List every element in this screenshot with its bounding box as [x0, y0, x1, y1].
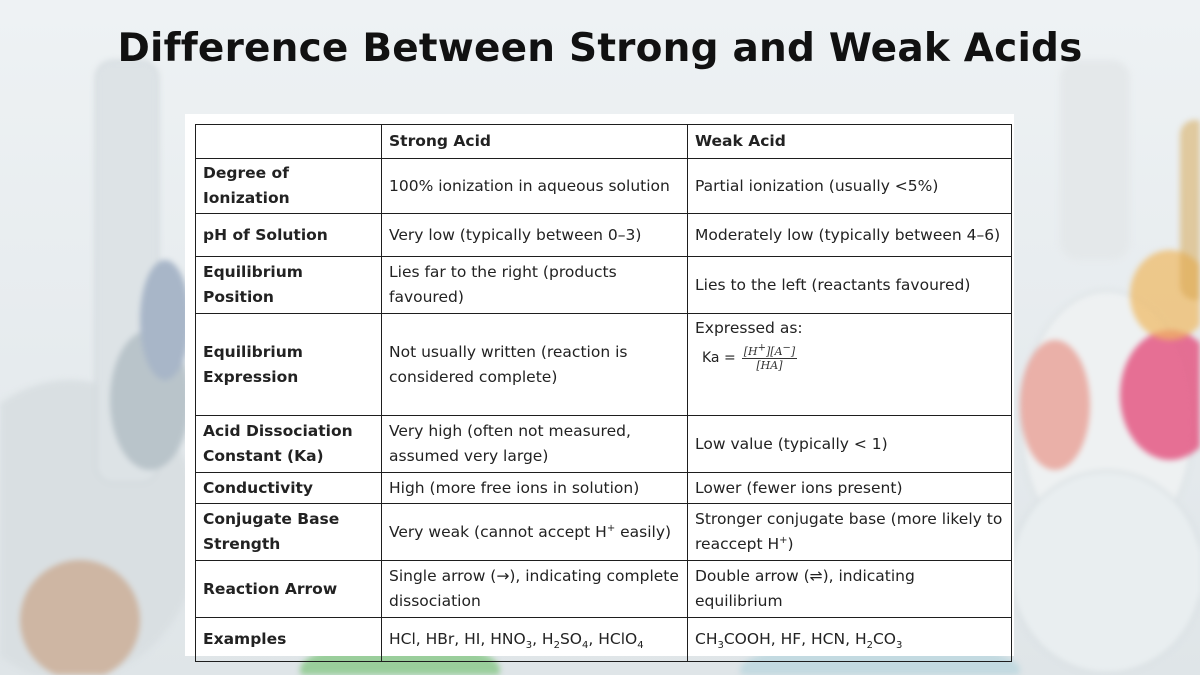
row-label: Equilibrium Position — [195, 256, 382, 314]
table-row: Acid Dissociation Constant (Ka) Very hig… — [195, 415, 1012, 473]
header-empty — [195, 124, 382, 159]
weak-cell: Low value (typically < 1) — [687, 415, 1012, 473]
table-row: Examples HCl, HBr, HI, HNO3, H2SO4, HClO… — [195, 617, 1012, 662]
table-row: pH of Solution Very low (typically betwe… — [195, 213, 1012, 257]
strong-cell: HCl, HBr, HI, HNO3, H2SO4, HClO4 — [381, 617, 688, 662]
strong-cell: Not usually written (reaction is conside… — [381, 313, 688, 416]
strong-cell: Very low (typically between 0–3) — [381, 213, 688, 257]
table-row: Degree of Ionization 100% ionization in … — [195, 158, 1012, 214]
table-row: Equilibrium Expression Not usually writt… — [195, 313, 1012, 416]
row-label: pH of Solution — [195, 213, 382, 257]
ka-denominator: [HA] — [756, 359, 783, 372]
expression-intro: Expressed as: — [695, 319, 803, 337]
weak-cell: Lower (fewer ions present) — [687, 472, 1012, 504]
weak-cell: Double arrow (⇌), indicating equilibrium — [687, 560, 1012, 618]
ka-formula-lhs: Ka = — [702, 350, 736, 366]
page-title: Difference Between Strong and Weak Acids — [117, 26, 1083, 71]
strong-cell: High (more free ions in solution) — [381, 472, 688, 504]
weak-cell: Lies to the left (reactants favoured) — [687, 256, 1012, 314]
strong-cell: Very high (often not measured, assumed v… — [381, 415, 688, 473]
table-row: Equilibrium Position Lies far to the rig… — [195, 256, 1012, 314]
strong-cell: 100% ionization in aqueous solution — [381, 158, 688, 214]
table-row: Reaction Arrow Single arrow (→), indicat… — [195, 560, 1012, 618]
ka-numerator: [H+][A−] — [741, 342, 798, 359]
table-row: Conjugate Base Strength Very weak (canno… — [195, 503, 1012, 561]
row-label: Conductivity — [195, 472, 382, 504]
weak-cell: Partial ionization (usually <5%) — [687, 158, 1012, 214]
comparison-table-card: Strong Acid Weak Acid Degree of Ionizati… — [185, 114, 1014, 662]
strong-cell: Very weak (cannot accept H+ easily) — [381, 503, 688, 561]
weak-cell: Moderately low (typically between 4–6) — [687, 213, 1012, 257]
ka-fraction: [H+][A−] [HA] — [741, 342, 798, 372]
row-label: Conjugate Base Strength — [195, 503, 382, 561]
comparison-table: Strong Acid Weak Acid Degree of Ionizati… — [195, 124, 1012, 662]
header-strong-acid: Strong Acid — [381, 124, 688, 159]
ka-formula: Ka = [H+][A−] [HA] — [702, 342, 1004, 372]
strong-cell: Single arrow (→), indicating complete di… — [381, 560, 688, 618]
strong-cell: Lies far to the right (products favoured… — [381, 256, 688, 314]
row-label: Examples — [195, 617, 382, 662]
weak-cell: CH3COOH, HF, HCN, H2CO3 — [687, 617, 1012, 662]
table-row: Conductivity High (more free ions in sol… — [195, 472, 1012, 504]
weak-cell: Expressed as: Ka = [H+][A−] [HA] — [687, 313, 1012, 416]
header-weak-acid: Weak Acid — [687, 124, 1012, 159]
row-label: Equilibrium Expression — [195, 313, 382, 416]
row-label: Acid Dissociation Constant (Ka) — [195, 415, 382, 473]
table-header-row: Strong Acid Weak Acid — [195, 124, 1012, 159]
row-label: Degree of Ionization — [195, 158, 382, 214]
weak-cell: Stronger conjugate base (more likely to … — [687, 503, 1012, 561]
row-label: Reaction Arrow — [195, 560, 382, 618]
